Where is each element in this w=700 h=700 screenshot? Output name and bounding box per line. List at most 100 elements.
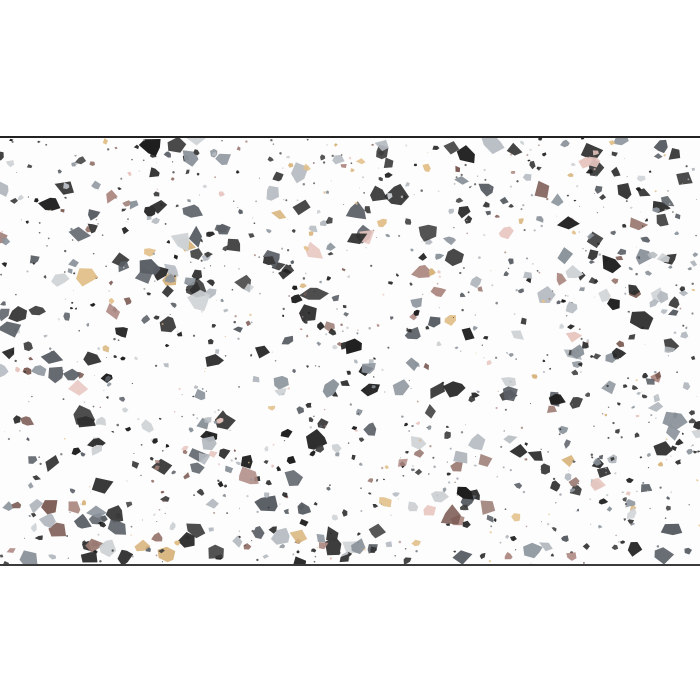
- terrazzo-chip: [576, 508, 580, 512]
- terrazzo-chip: [207, 432, 211, 436]
- terrazzo-speck: [593, 425, 595, 427]
- terrazzo-speck: [532, 263, 534, 265]
- terrazzo-chip: [331, 514, 339, 521]
- terrazzo-speck: [488, 559, 492, 563]
- terrazzo-chip: [435, 253, 445, 260]
- terrazzo-chip: [486, 514, 494, 523]
- terrazzo-chip: [523, 271, 533, 279]
- terrazzo-speck: [490, 187, 492, 189]
- terrazzo-chip: [584, 392, 590, 397]
- terrazzo-chip: [163, 151, 171, 158]
- terrazzo-speck: [630, 523, 633, 526]
- terrazzo-chip: [245, 320, 251, 327]
- terrazzo-chip: [591, 456, 594, 459]
- terrazzo-speck: [258, 177, 261, 179]
- terrazzo-speck: [540, 448, 542, 451]
- terrazzo-chip: [454, 346, 459, 350]
- terrazzo-speck: [246, 495, 249, 498]
- terrazzo-speck: [192, 334, 196, 337]
- terrazzo-chip: [593, 278, 599, 284]
- terrazzo-speck: [466, 232, 469, 235]
- terrazzo-speck: [529, 403, 532, 405]
- terrazzo-chip: [206, 231, 216, 237]
- terrazzo-chip: [279, 543, 286, 549]
- terrazzo-chip: [654, 547, 675, 564]
- terrazzo-speck: [596, 211, 599, 214]
- terrazzo-speck: [325, 333, 328, 336]
- terrazzo-chip: [88, 209, 101, 221]
- terrazzo-chip: [34, 535, 43, 541]
- terrazzo-chip: [236, 146, 241, 151]
- terrazzo-chip: [547, 405, 557, 413]
- terrazzo-chip: [665, 505, 671, 511]
- terrazzo-chip: [141, 314, 151, 324]
- terrazzo-speck: [559, 428, 562, 431]
- terrazzo-chip: [303, 163, 311, 171]
- terrazzo-speck: [308, 454, 310, 456]
- terrazzo-chip: [206, 279, 215, 287]
- terrazzo-speck: [214, 176, 217, 179]
- terrazzo-chip: [440, 504, 461, 525]
- terrazzo-chip: [15, 366, 21, 373]
- terrazzo-chip: [268, 526, 277, 534]
- terrazzo-chip: [617, 248, 627, 255]
- terrazzo-chip: [597, 524, 603, 529]
- terrazzo-speck: [126, 480, 128, 482]
- terrazzo-speck: [192, 413, 195, 416]
- terrazzo-chip: [454, 176, 470, 185]
- terrazzo-chip: [623, 384, 628, 389]
- terrazzo-chip: [238, 386, 241, 388]
- terrazzo-speck: [490, 270, 492, 272]
- terrazzo-chip: [652, 207, 661, 213]
- terrazzo-chip: [297, 502, 312, 515]
- terrazzo-chip: [561, 455, 575, 468]
- terrazzo-chip: [636, 175, 646, 182]
- terrazzo-chip: [121, 208, 127, 212]
- terrazzo-chip: [411, 264, 430, 278]
- terrazzo-speck: [359, 187, 361, 189]
- terrazzo-speck: [578, 231, 580, 233]
- terrazzo-chip: [587, 156, 601, 168]
- terrazzo-chip: [668, 265, 673, 269]
- terrazzo-chip: [289, 529, 308, 544]
- terrazzo-chip: [37, 140, 41, 143]
- terrazzo-speck: [131, 382, 134, 385]
- terrazzo-speck: [642, 481, 645, 484]
- terrazzo-speck: [483, 357, 485, 359]
- terrazzo-chip: [347, 233, 368, 245]
- terrazzo-chip: [85, 538, 106, 553]
- terrazzo-speck: [49, 209, 52, 211]
- terrazzo-speck: [116, 423, 119, 427]
- terrazzo-speck: [251, 529, 255, 533]
- terrazzo-chip: [48, 554, 57, 560]
- terrazzo-speck: [691, 282, 694, 286]
- terrazzo-speck: [67, 557, 69, 559]
- terrazzo-chip: [395, 273, 400, 277]
- terrazzo-chip: [422, 163, 431, 173]
- terrazzo-chip: [602, 254, 622, 274]
- terrazzo-speck: [664, 208, 667, 212]
- terrazzo-speck: [593, 296, 595, 298]
- terrazzo-chip: [341, 267, 346, 272]
- terrazzo-chip: [41, 500, 58, 515]
- terrazzo-chip: [691, 288, 696, 291]
- terrazzo-chip: [146, 292, 151, 296]
- terrazzo-speck: [256, 510, 259, 514]
- terrazzo-speck: [205, 390, 208, 392]
- terrazzo-chip: [674, 231, 680, 235]
- terrazzo-speck: [452, 316, 454, 319]
- terrazzo-chip: [121, 407, 129, 413]
- terrazzo-chip: [587, 233, 595, 240]
- terrazzo-chip: [616, 340, 625, 348]
- terrazzo-chip: [384, 172, 393, 178]
- terrazzo-chip: [456, 486, 474, 500]
- terrazzo-chip: [590, 355, 594, 358]
- terrazzo-speck: [641, 391, 643, 393]
- terrazzo-chip: [625, 491, 631, 496]
- terrazzo-chip: [410, 248, 414, 252]
- terrazzo-chip: [404, 218, 412, 225]
- terrazzo-chip: [1, 262, 8, 268]
- terrazzo-chip: [462, 520, 471, 528]
- terrazzo-chip: [150, 479, 155, 483]
- terrazzo-speck: [582, 248, 584, 250]
